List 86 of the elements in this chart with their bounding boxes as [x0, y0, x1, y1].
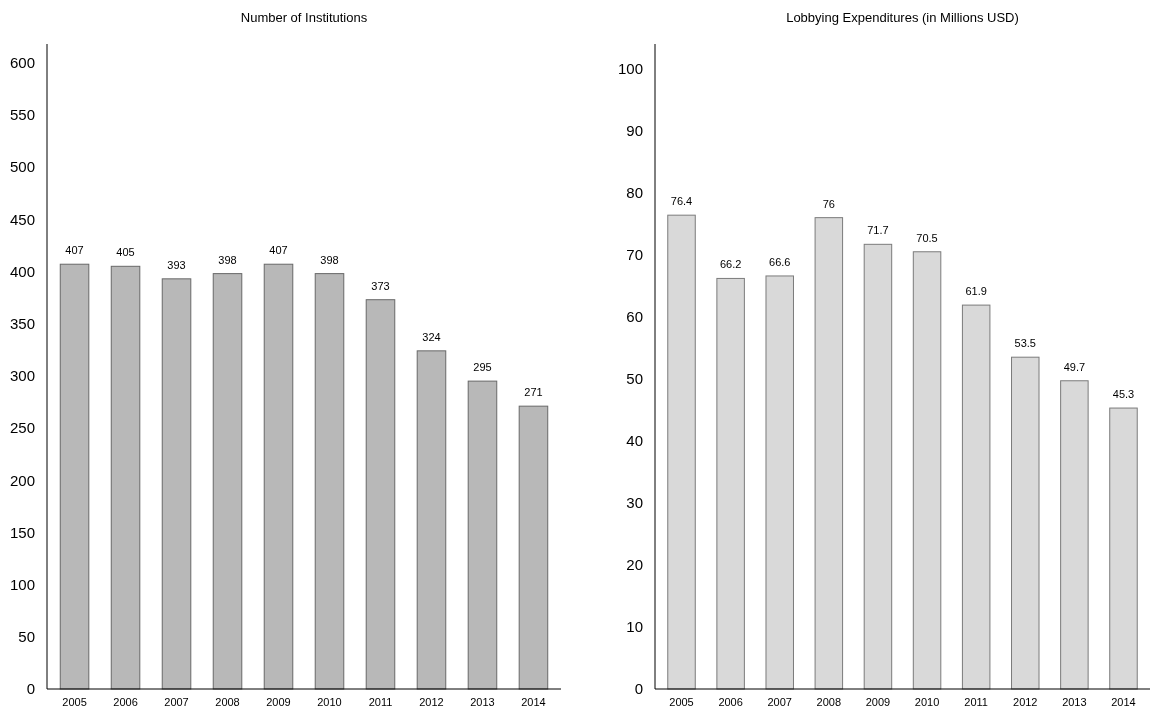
x-tick-label: 2014: [1111, 696, 1136, 708]
y-tick-label: 100: [9, 575, 35, 593]
data-label: 66.2: [719, 258, 742, 271]
y-tick-label: 250: [9, 419, 35, 437]
data-label: 71.7: [867, 224, 889, 237]
data-label: 324: [422, 330, 441, 343]
y-tick-label: 0: [634, 680, 643, 698]
bar: [263, 263, 294, 690]
y-tick-label: 0: [26, 680, 35, 698]
x-tick-label: 2005: [669, 696, 694, 708]
bar: [161, 278, 192, 690]
data-label: 398: [320, 253, 339, 266]
data-label: 76: [822, 197, 835, 210]
bar: [416, 350, 447, 690]
x-tick-label: 2011: [368, 696, 393, 708]
y-tick-label: 50: [18, 628, 35, 646]
bar: [110, 265, 141, 690]
x-tick-label: 2006: [113, 696, 138, 708]
data-label: 407: [269, 244, 288, 257]
data-label: 45.3: [1112, 388, 1135, 401]
data-label: 61.9: [965, 285, 987, 298]
data-label: 70.5: [916, 231, 938, 244]
chart-title: Number of Institutions: [240, 10, 368, 25]
x-tick-label: 2008: [816, 696, 842, 708]
y-tick-label: 300: [9, 367, 35, 385]
y-tick-label: 60: [626, 308, 643, 326]
y-tick-label: 200: [9, 471, 35, 489]
x-tick-label: 2010: [317, 696, 342, 708]
data-label: 76.4: [670, 195, 693, 208]
bar: [912, 251, 942, 690]
data-label: 66.6: [769, 255, 791, 268]
data-label: 398: [218, 253, 237, 266]
y-tick-label: 20: [626, 556, 643, 574]
data-label: 405: [116, 246, 135, 259]
x-tick-label: 2008: [215, 696, 240, 708]
data-label: 49.7: [1063, 360, 1086, 373]
y-tick-label: 550: [9, 106, 35, 124]
x-tick-label: 2005: [62, 696, 87, 708]
bar: [667, 214, 696, 690]
bar: [716, 277, 745, 690]
x-tick-label: 2012: [419, 696, 444, 708]
y-tick-label: 50: [626, 370, 643, 388]
bar: [1109, 407, 1138, 690]
y-tick-label: 70: [626, 246, 643, 264]
data-label: 407: [65, 244, 84, 257]
bar: [961, 304, 991, 690]
y-tick-label: 500: [9, 158, 35, 176]
bar: [212, 273, 243, 690]
y-tick-label: 350: [9, 314, 35, 332]
y-tick-label: 30: [626, 494, 643, 512]
data-label: 295: [473, 361, 492, 374]
y-tick-label: 150: [9, 523, 35, 541]
x-tick-label: 2007: [164, 696, 189, 708]
x-tick-label: 2013: [1062, 696, 1087, 708]
bar: [1060, 380, 1089, 690]
x-tick-label: 2007: [767, 696, 792, 708]
x-tick-label: 2009: [266, 696, 291, 708]
x-tick-label: 2006: [718, 696, 743, 708]
bar: [863, 243, 893, 690]
y-tick-label: 100: [617, 60, 643, 78]
y-tick-label: 450: [9, 210, 35, 228]
bar: [518, 405, 549, 690]
bar: [467, 380, 498, 690]
data-label: 373: [371, 279, 390, 292]
bar: [365, 299, 396, 690]
chart-title: Lobbying Expenditures (in Millions USD): [786, 10, 1019, 25]
y-tick-label: 90: [626, 122, 643, 140]
y-tick-label: 400: [9, 262, 35, 280]
x-tick-label: 2009: [865, 696, 891, 708]
data-label: 393: [167, 258, 186, 271]
x-tick-label: 2011: [964, 696, 988, 708]
x-tick-label: 2010: [914, 696, 940, 708]
y-tick-label: 600: [9, 54, 35, 72]
data-label: 53.5: [1014, 337, 1036, 350]
bar: [765, 275, 794, 690]
x-tick-label: 2014: [521, 696, 546, 708]
bar: [814, 217, 844, 690]
x-tick-label: 2012: [1013, 696, 1038, 708]
x-tick-label: 2013: [470, 696, 495, 708]
data-label: 271: [524, 386, 543, 399]
bar: [314, 273, 345, 690]
bar: [1011, 356, 1040, 690]
y-tick-label: 80: [626, 184, 643, 202]
bar: [59, 263, 90, 690]
y-tick-label: 40: [626, 432, 643, 450]
y-tick-label: 10: [626, 618, 643, 636]
